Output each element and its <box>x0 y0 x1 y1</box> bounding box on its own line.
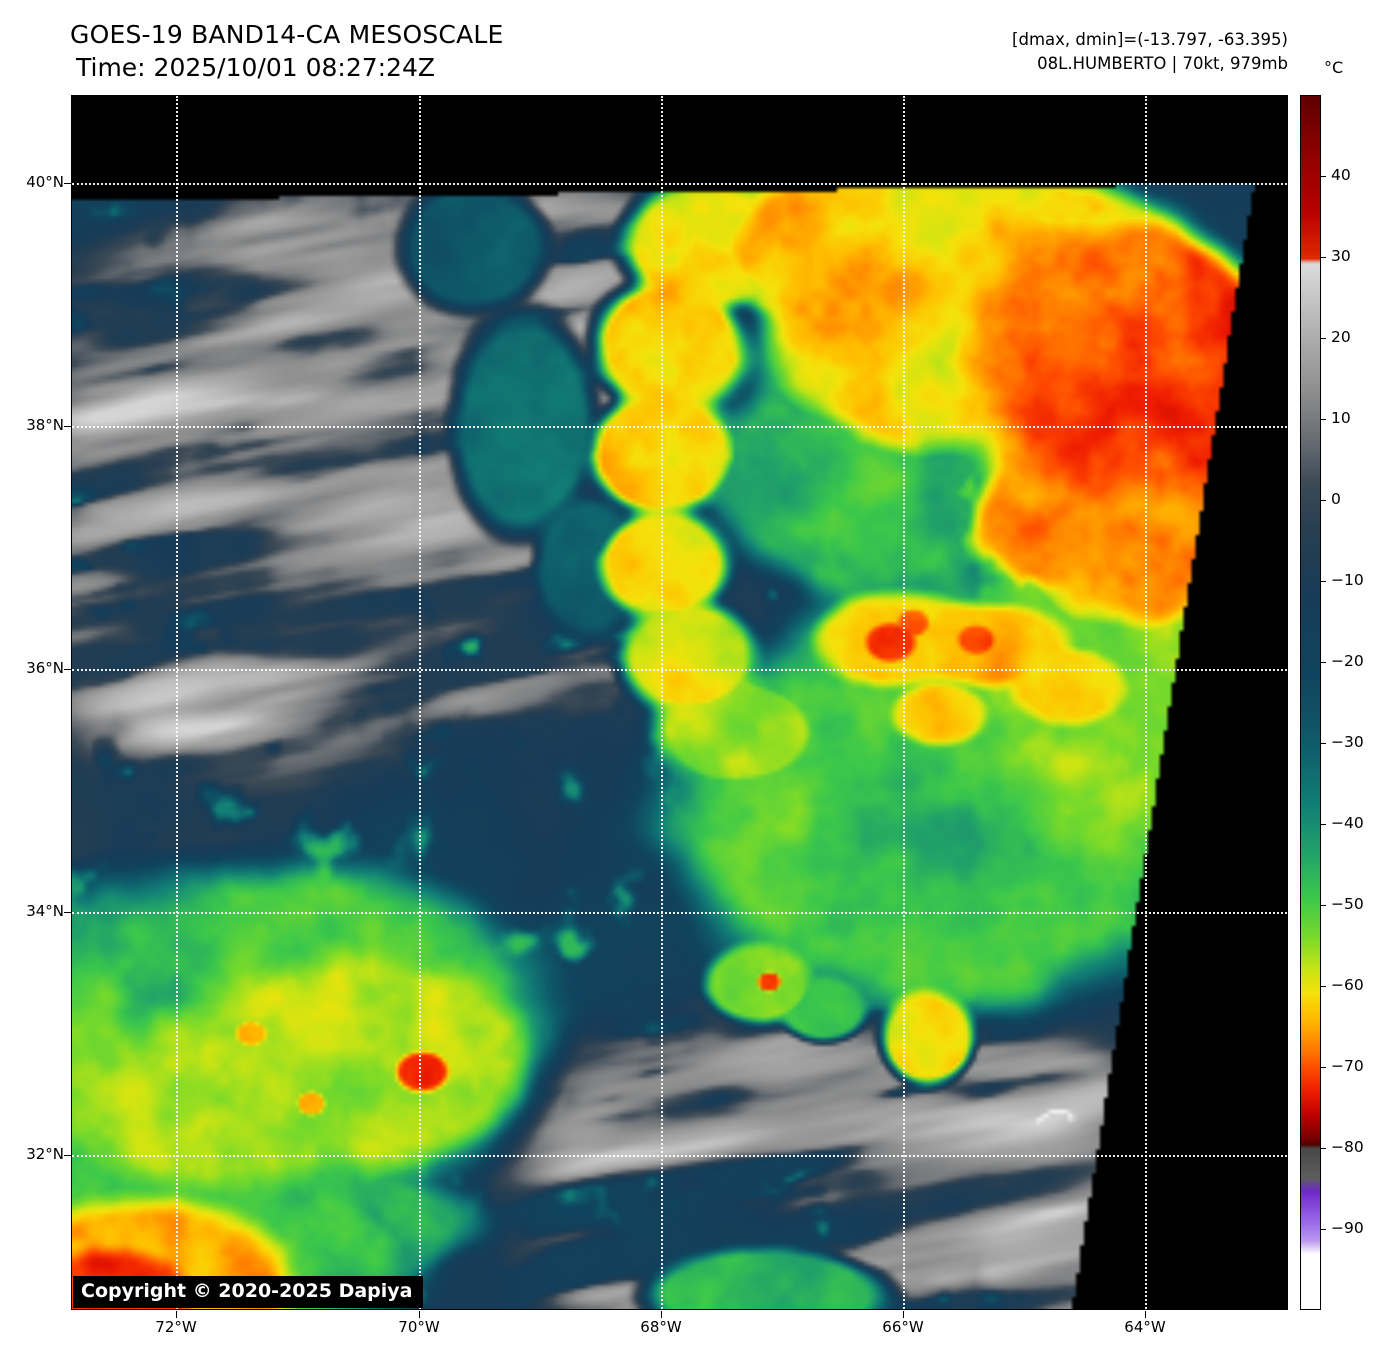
lon-tick-label: 70°W <box>398 1318 440 1336</box>
satellite-map: Copyright © 2020-2025 Dapiya <box>71 95 1288 1310</box>
lon-tick-mark <box>176 1311 177 1318</box>
lat-tick-label: 34°N <box>26 902 64 920</box>
colorbar-tick-label: −10 <box>1331 571 1364 589</box>
lat-tick-mark <box>64 1155 71 1156</box>
lon-tick-label: 66°W <box>882 1318 924 1336</box>
colorbar-gradient-canvas <box>1301 96 1320 1309</box>
lon-tick-mark <box>1145 1311 1146 1318</box>
colorbar-tick-label: 10 <box>1331 409 1351 427</box>
colorbar-tick-mark <box>1321 581 1326 582</box>
lat-tick-mark <box>64 912 71 913</box>
lon-tick-label: 64°W <box>1124 1318 1166 1336</box>
colorbar-tick-mark <box>1321 905 1326 906</box>
lat-tick-mark <box>64 669 71 670</box>
lon-tick-mark <box>661 1311 662 1318</box>
lat-tick-mark <box>64 183 71 184</box>
colorbar-tick-label: 30 <box>1331 247 1351 265</box>
colorbar-tick-label: −20 <box>1331 652 1364 670</box>
dmax-dmin-label: [dmax, dmin]=(-13.797, -63.395) <box>1012 30 1288 49</box>
colorbar-tick-label: −30 <box>1331 733 1364 751</box>
colorbar-tick-label: −50 <box>1331 895 1364 913</box>
colorbar-tick-mark <box>1321 743 1326 744</box>
colorbar-tick-mark <box>1321 419 1326 420</box>
colorbar-tick-label: −90 <box>1331 1219 1364 1237</box>
colorbar-tick-mark <box>1321 257 1326 258</box>
colorbar-tick-mark <box>1321 176 1326 177</box>
colorbar-tick-label: 0 <box>1331 490 1341 508</box>
copyright-label: Copyright © 2020-2025 Dapiya <box>73 1276 424 1308</box>
lat-tick-label: 38°N <box>26 416 64 434</box>
colorbar-tick-mark <box>1321 824 1326 825</box>
lon-tick-label: 72°W <box>155 1318 197 1336</box>
lat-tick-label: 36°N <box>26 659 64 677</box>
product-title: GOES-19 BAND14-CA MESOSCALE <box>70 20 504 49</box>
colorbar-tick-mark <box>1321 1148 1326 1149</box>
colorbar-tick-mark <box>1321 338 1326 339</box>
storm-info-label: 08L.HUMBERTO | 70kt, 979mb <box>1037 54 1288 73</box>
lon-tick-mark <box>419 1311 420 1318</box>
lon-tick-label: 68°W <box>640 1318 682 1336</box>
lon-tick-mark <box>903 1311 904 1318</box>
colorbar-tick-mark <box>1321 986 1326 987</box>
colorbar-tick-label: −70 <box>1331 1057 1364 1075</box>
colorbar-tick-label: −40 <box>1331 814 1364 832</box>
colorbar-tick-label: −80 <box>1331 1138 1364 1156</box>
colorbar-tick-label: 40 <box>1331 166 1351 184</box>
lat-tick-label: 32°N <box>26 1145 64 1163</box>
colorbar <box>1300 95 1321 1310</box>
lat-tick-mark <box>64 426 71 427</box>
time-label: Time: 2025/10/01 08:27:24Z <box>76 53 435 82</box>
colorbar-tick-mark <box>1321 1067 1326 1068</box>
colorbar-tick-mark <box>1321 1229 1326 1230</box>
infrared-imagery-canvas <box>72 96 1287 1309</box>
colorbar-tick-label: 20 <box>1331 328 1351 346</box>
colorbar-tick-label: −60 <box>1331 976 1364 994</box>
lat-tick-label: 40°N <box>26 173 64 191</box>
colorbar-tick-mark <box>1321 662 1326 663</box>
colorbar-tick-mark <box>1321 500 1326 501</box>
colorbar-unit-label: °C <box>1324 58 1344 77</box>
